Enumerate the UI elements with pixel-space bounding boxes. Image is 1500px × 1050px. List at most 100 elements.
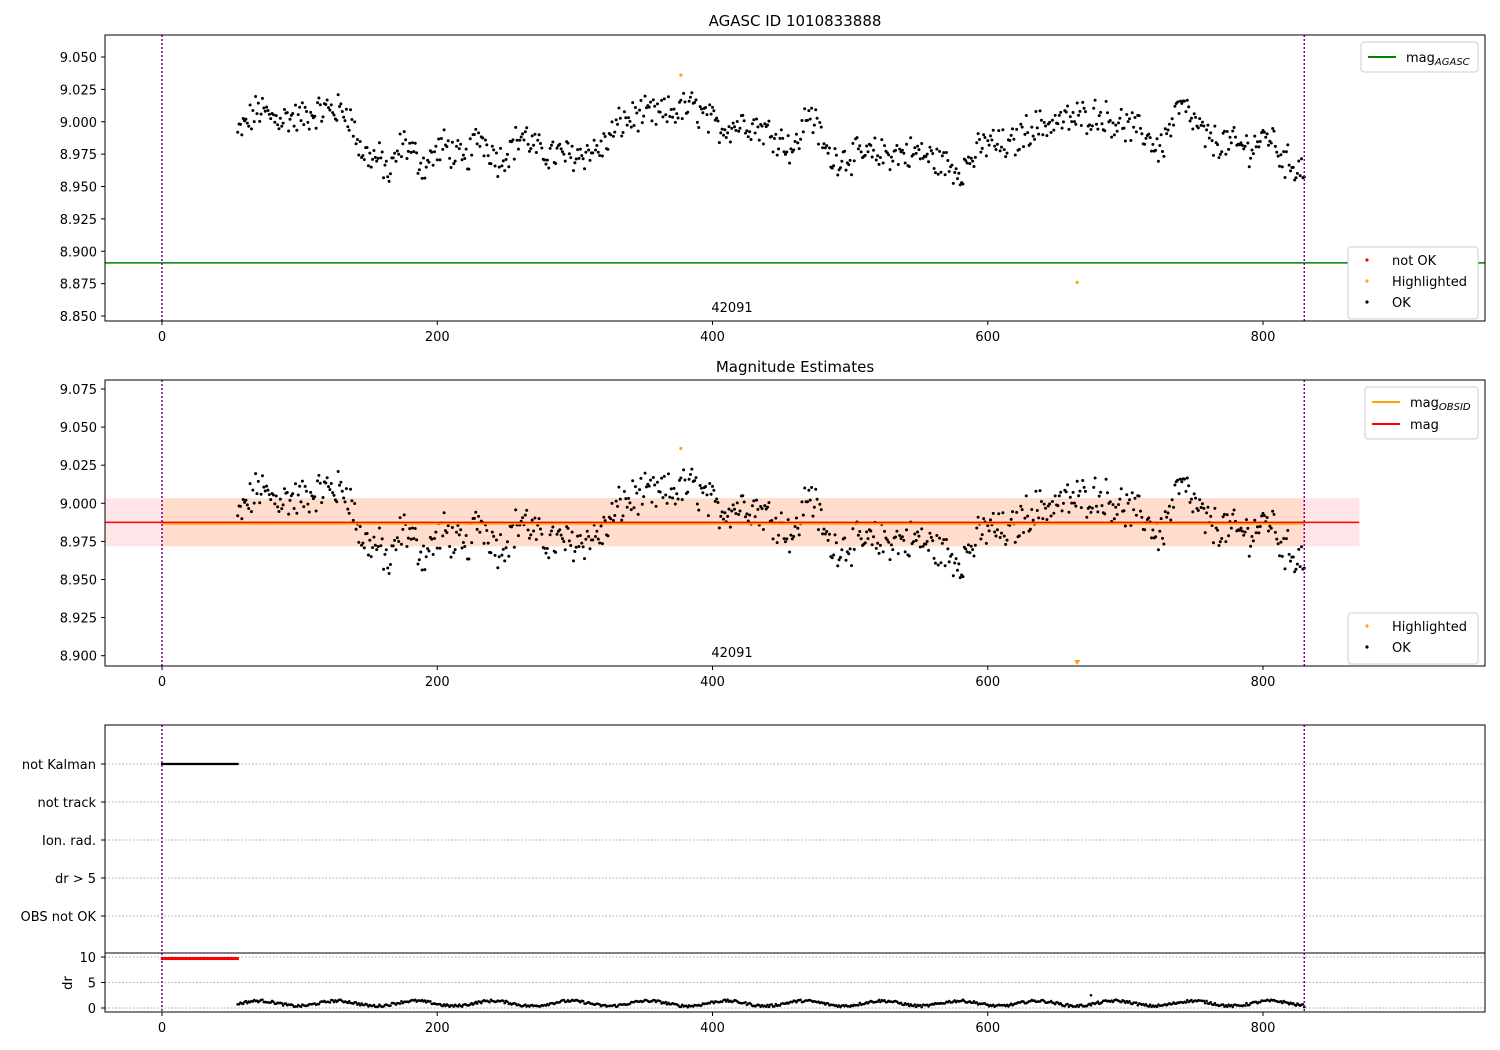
ok-point-middle — [1239, 526, 1243, 530]
ok-point-middle — [662, 474, 666, 478]
ok-point-middle — [699, 486, 703, 490]
ok-point-top — [1030, 125, 1034, 129]
dr-ok-point — [354, 1001, 358, 1004]
dr-ok-point — [261, 998, 264, 1002]
ok-point-top — [325, 98, 329, 102]
ok-point-top — [792, 148, 796, 152]
ok-point-middle — [661, 496, 665, 500]
ok-point-middle — [917, 534, 921, 538]
ok-point-top — [1199, 123, 1203, 127]
ok-point-top — [1180, 101, 1184, 105]
dr-not-ok-point — [169, 957, 172, 961]
ok-point-top — [1060, 126, 1064, 130]
dr-ok-point — [1209, 1000, 1213, 1004]
ok-point-middle — [1213, 506, 1217, 510]
ok-point-middle — [426, 547, 430, 551]
ok-point-top — [761, 142, 765, 146]
ok-point-top — [432, 150, 436, 154]
ok-point-middle — [514, 508, 518, 512]
ok-point-middle — [1070, 501, 1074, 505]
ok-point-middle — [1090, 506, 1094, 510]
ok-point-top — [706, 130, 710, 134]
ok-point-top — [238, 122, 242, 126]
ok-point-top — [640, 121, 644, 125]
ok-point-top — [808, 117, 812, 121]
ok-point-top — [668, 115, 672, 119]
ok-point-middle — [814, 487, 818, 491]
ok-point-top — [1200, 120, 1204, 124]
ok-point-middle — [877, 551, 881, 555]
ok-point-middle — [1169, 518, 1173, 522]
ok-point-middle — [372, 535, 376, 539]
ok-point-top — [415, 151, 419, 155]
ok-point-middle — [574, 545, 578, 549]
ok-point-top — [1192, 112, 1196, 116]
ok-point-middle — [450, 525, 454, 529]
ok-point-top — [745, 129, 749, 133]
ok-point-middle — [299, 500, 303, 504]
ok-point-middle — [1243, 530, 1247, 534]
ok-point-top — [976, 132, 980, 136]
ok-point-middle — [318, 481, 322, 485]
ok-point-middle — [1061, 501, 1065, 505]
ok-point-top — [731, 121, 735, 125]
ok-point-middle — [317, 473, 321, 477]
ok-point-top — [431, 163, 435, 167]
dr-not-ok-point — [221, 957, 224, 961]
ok-point-top — [770, 134, 774, 138]
ok-point-middle — [529, 533, 533, 537]
ok-point-middle — [1163, 510, 1167, 514]
ok-point-top — [547, 166, 551, 170]
ok-point-top — [302, 123, 306, 127]
ok-point-middle — [1134, 513, 1138, 517]
ok-point-middle — [1099, 490, 1103, 494]
ok-point-middle — [894, 535, 898, 539]
ok-point-middle — [421, 544, 425, 548]
ok-point-top — [1122, 126, 1126, 130]
ok-point-middle — [285, 490, 289, 494]
ok-point-middle — [305, 489, 309, 493]
ok-point-top — [898, 147, 902, 151]
ok-point-top — [675, 112, 679, 116]
ok-point-middle — [1143, 528, 1147, 532]
ok-point-middle — [336, 469, 340, 473]
ok-point-middle — [366, 553, 370, 557]
ok-point-middle — [380, 537, 384, 541]
ok-point-top — [554, 161, 558, 165]
ok-point-middle — [303, 484, 307, 488]
ok-point-top — [1240, 143, 1244, 147]
y-tick-label: 8.900 — [60, 650, 97, 665]
top-annotation: 42091 — [711, 301, 752, 316]
ok-point-top — [918, 157, 922, 161]
ok-point-middle — [307, 510, 311, 514]
ok-point-middle — [349, 487, 353, 491]
ok-point-middle — [796, 526, 800, 530]
ok-point-top — [1026, 131, 1030, 135]
ok-point-top — [1272, 129, 1276, 133]
ok-point-middle — [728, 525, 732, 529]
ok-point-top — [968, 162, 972, 166]
ok-point-top — [972, 165, 976, 169]
ok-point-middle — [263, 489, 267, 493]
ok-point-top — [712, 109, 716, 113]
ok-point-middle — [1253, 518, 1257, 522]
y-tick-label: 9.025 — [60, 459, 97, 474]
ok-point-top — [362, 158, 366, 162]
ok-point-middle — [1180, 480, 1184, 484]
dr-ok-point — [883, 998, 886, 1002]
ok-point-middle — [324, 481, 328, 485]
ok-point-top — [1024, 113, 1028, 117]
ok-point-middle — [240, 517, 244, 521]
ok-point-middle — [1185, 476, 1189, 480]
ok-point-top — [905, 142, 909, 146]
ok-point-top — [1287, 163, 1291, 167]
ok-point-middle — [599, 524, 603, 528]
ok-point-top — [1265, 132, 1269, 136]
ok-point-top — [609, 133, 613, 137]
ok-point-top — [851, 141, 855, 145]
ok-point-top — [672, 107, 676, 111]
ok-point-middle — [761, 527, 765, 531]
ok-point-top — [1023, 132, 1027, 136]
ok-point-top — [888, 168, 892, 172]
ok-point-top — [708, 103, 712, 107]
